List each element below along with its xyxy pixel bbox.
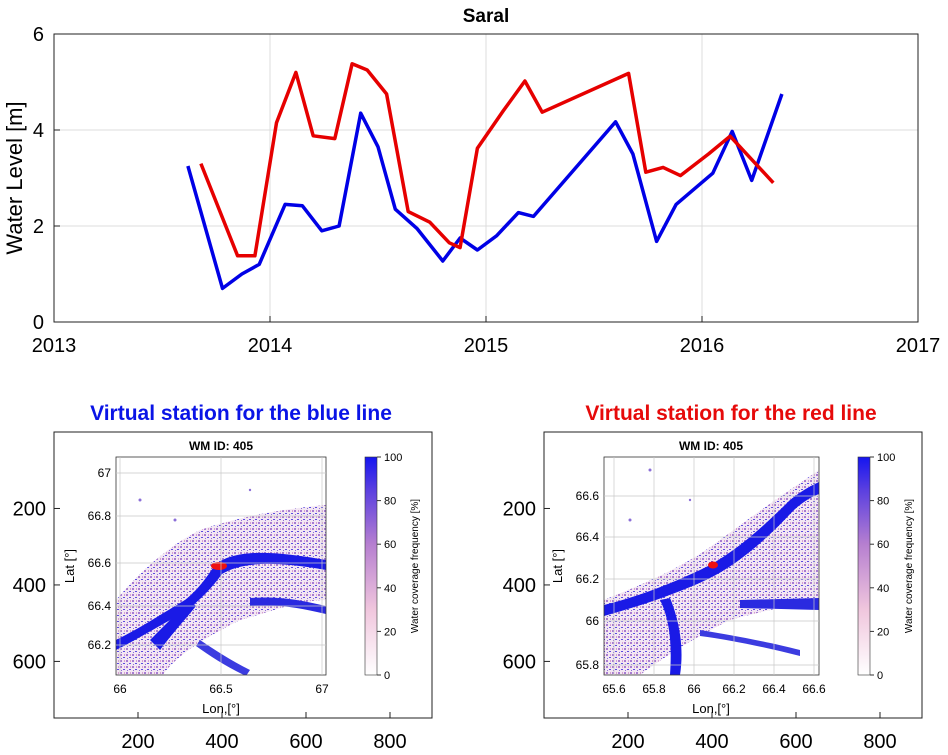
lat-tick-label: 66 — [586, 614, 600, 628]
left-outer-y-ticks: 200 400 600 — [13, 498, 60, 673]
right-water-map — [604, 457, 819, 675]
left-lon-ticks: 66 66.5 67 — [113, 682, 329, 696]
left-panel-heading: Virtual station for the blue line — [90, 402, 392, 425]
colorbar-tick-label: 100 — [877, 452, 895, 464]
x-tick-label: 2017 — [896, 335, 941, 357]
x-tick-label: 2013 — [32, 335, 77, 357]
lat-tick-label: 66.8 — [88, 509, 112, 523]
lon-tick-label: 66.2 — [722, 682, 746, 696]
lon-tick-label: 66 — [113, 682, 127, 696]
outer-x-tick-label: 200 — [121, 731, 154, 753]
left-colorbar-ticks: 100 80 60 40 20 0 — [377, 452, 402, 682]
lon-tick-label: 66.4 — [762, 682, 786, 696]
lon-tick-label: 66.5 — [209, 682, 233, 696]
outer-x-tick-label: 200 — [611, 731, 644, 753]
right-panel: Virtual station for the red line 2004006… — [503, 402, 923, 753]
colorbar-tick-label: 100 — [384, 452, 402, 464]
lat-tick-label: 66.2 — [88, 638, 112, 652]
colorbar-tick-label: 40 — [877, 583, 889, 595]
series-line-2 — [199, 62, 775, 258]
left-lat-ticks: 67 66.8 66.6 66.4 66.2 — [88, 466, 112, 652]
right-panel-heading: Virtual station for the red line — [585, 402, 876, 425]
y-tick-label: 4 — [33, 120, 44, 142]
outer-x-tick-label: 600 — [289, 731, 322, 753]
outer-y-tick-label: 600 — [13, 651, 46, 673]
series-group — [186, 62, 784, 291]
chart-title: Saral — [463, 6, 509, 27]
lat-tick-label: 65.8 — [576, 658, 600, 672]
colorbar-tick-label: 60 — [384, 539, 396, 551]
outer-x-tick-label: 400 — [205, 731, 238, 753]
colorbar-tick-label: 0 — [384, 670, 390, 682]
right-colorbar — [857, 456, 871, 676]
lat-tick-label: 67 — [98, 466, 112, 480]
x-axis-ticks: 2013 2014 2015 2016 2017 — [32, 316, 941, 357]
lon-tick-label: 66 — [687, 682, 701, 696]
lon-tick-label: 65.6 — [602, 682, 626, 696]
x-tick-label: 2016 — [680, 335, 725, 357]
right-colorbar-ticks: 100 80 60 40 20 0 — [870, 452, 895, 682]
left-colorbar — [364, 456, 378, 676]
y-tick-label: 0 — [33, 312, 44, 334]
right-lon-label: Lon,[°] — [692, 701, 730, 716]
outer-y-tick-label: 400 — [13, 575, 46, 597]
outer-y-tick-label: 200 — [503, 498, 536, 520]
y-tick-label: 6 — [33, 24, 44, 46]
colorbar-tick-label: 80 — [384, 496, 396, 508]
left-map-grid — [116, 457, 326, 675]
colorbar-tick-label: 80 — [877, 496, 889, 508]
outer-x-tick-label: 800 — [863, 731, 896, 753]
water-level-chart: Saral 2013 2014 2015 2016 2017 0 2 4 6 Water Le… — [2, 6, 940, 357]
right-map-grid — [604, 457, 819, 675]
right-outer-y-ticks: 200 400 600 — [503, 498, 550, 673]
left-map-title: WM ID: 405 — [189, 439, 253, 453]
left-lon-label: Lon,[°] — [202, 701, 240, 716]
x-tick-label: 2015 — [464, 335, 509, 357]
lat-tick-label: 66.6 — [88, 556, 112, 570]
outer-y-tick-label: 400 — [503, 575, 536, 597]
y-axis-ticks: 0 2 4 6 — [33, 24, 60, 334]
lon-tick-label: 65.8 — [642, 682, 666, 696]
outer-x-tick-label: 800 — [373, 731, 406, 753]
colorbar-tick-label: 20 — [877, 626, 889, 638]
series-line-1 — [186, 93, 784, 291]
lat-tick-label: 66.6 — [576, 489, 600, 503]
virtual-station-marker — [708, 561, 718, 569]
outer-x-tick-label: 600 — [779, 731, 812, 753]
left-colorbar-label: Water coverage frequency [%] — [410, 499, 421, 633]
grid — [54, 34, 918, 322]
lat-tick-label: 66.2 — [576, 572, 600, 586]
colorbar-tick-label: 40 — [384, 583, 396, 595]
right-colorbar-label: Water coverage frequency [%] — [904, 499, 915, 633]
right-map-title: WM ID: 405 — [679, 439, 743, 453]
left-outer-x-ticks: 200 400 600 800 — [121, 712, 407, 753]
x-tick-label: 2014 — [248, 335, 293, 357]
left-lat-label: Lat [°] — [62, 549, 77, 583]
virtual-station-marker — [211, 562, 227, 570]
lon-tick-label: 67 — [315, 682, 329, 696]
lat-tick-label: 66.4 — [88, 599, 112, 613]
left-panel: Virtual station for the blue line 200400… — [13, 402, 433, 753]
colorbar-tick-label: 20 — [384, 626, 396, 638]
outer-x-tick-label: 400 — [695, 731, 728, 753]
y-tick-label: 2 — [33, 216, 44, 238]
y-axis-label: Water Level [m] — [2, 101, 27, 254]
colorbar-tick-label: 0 — [877, 670, 883, 682]
lat-tick-label: 66.4 — [576, 530, 600, 544]
outer-y-tick-label: 200 — [13, 498, 46, 520]
outer-y-tick-label: 600 — [503, 651, 536, 673]
river-channel — [604, 482, 819, 616]
lon-tick-label: 66.6 — [802, 682, 826, 696]
right-lat-ticks: 66.6 66.4 66.2 66 65.8 — [576, 489, 600, 672]
right-lon-ticks: 65.6 65.8 66 66.2 66.4 66.6 — [602, 682, 826, 696]
right-lat-label: Lat [°] — [550, 549, 565, 583]
colorbar-tick-label: 60 — [877, 539, 889, 551]
right-outer-x-ticks: 200 400 600 800 — [611, 712, 897, 753]
